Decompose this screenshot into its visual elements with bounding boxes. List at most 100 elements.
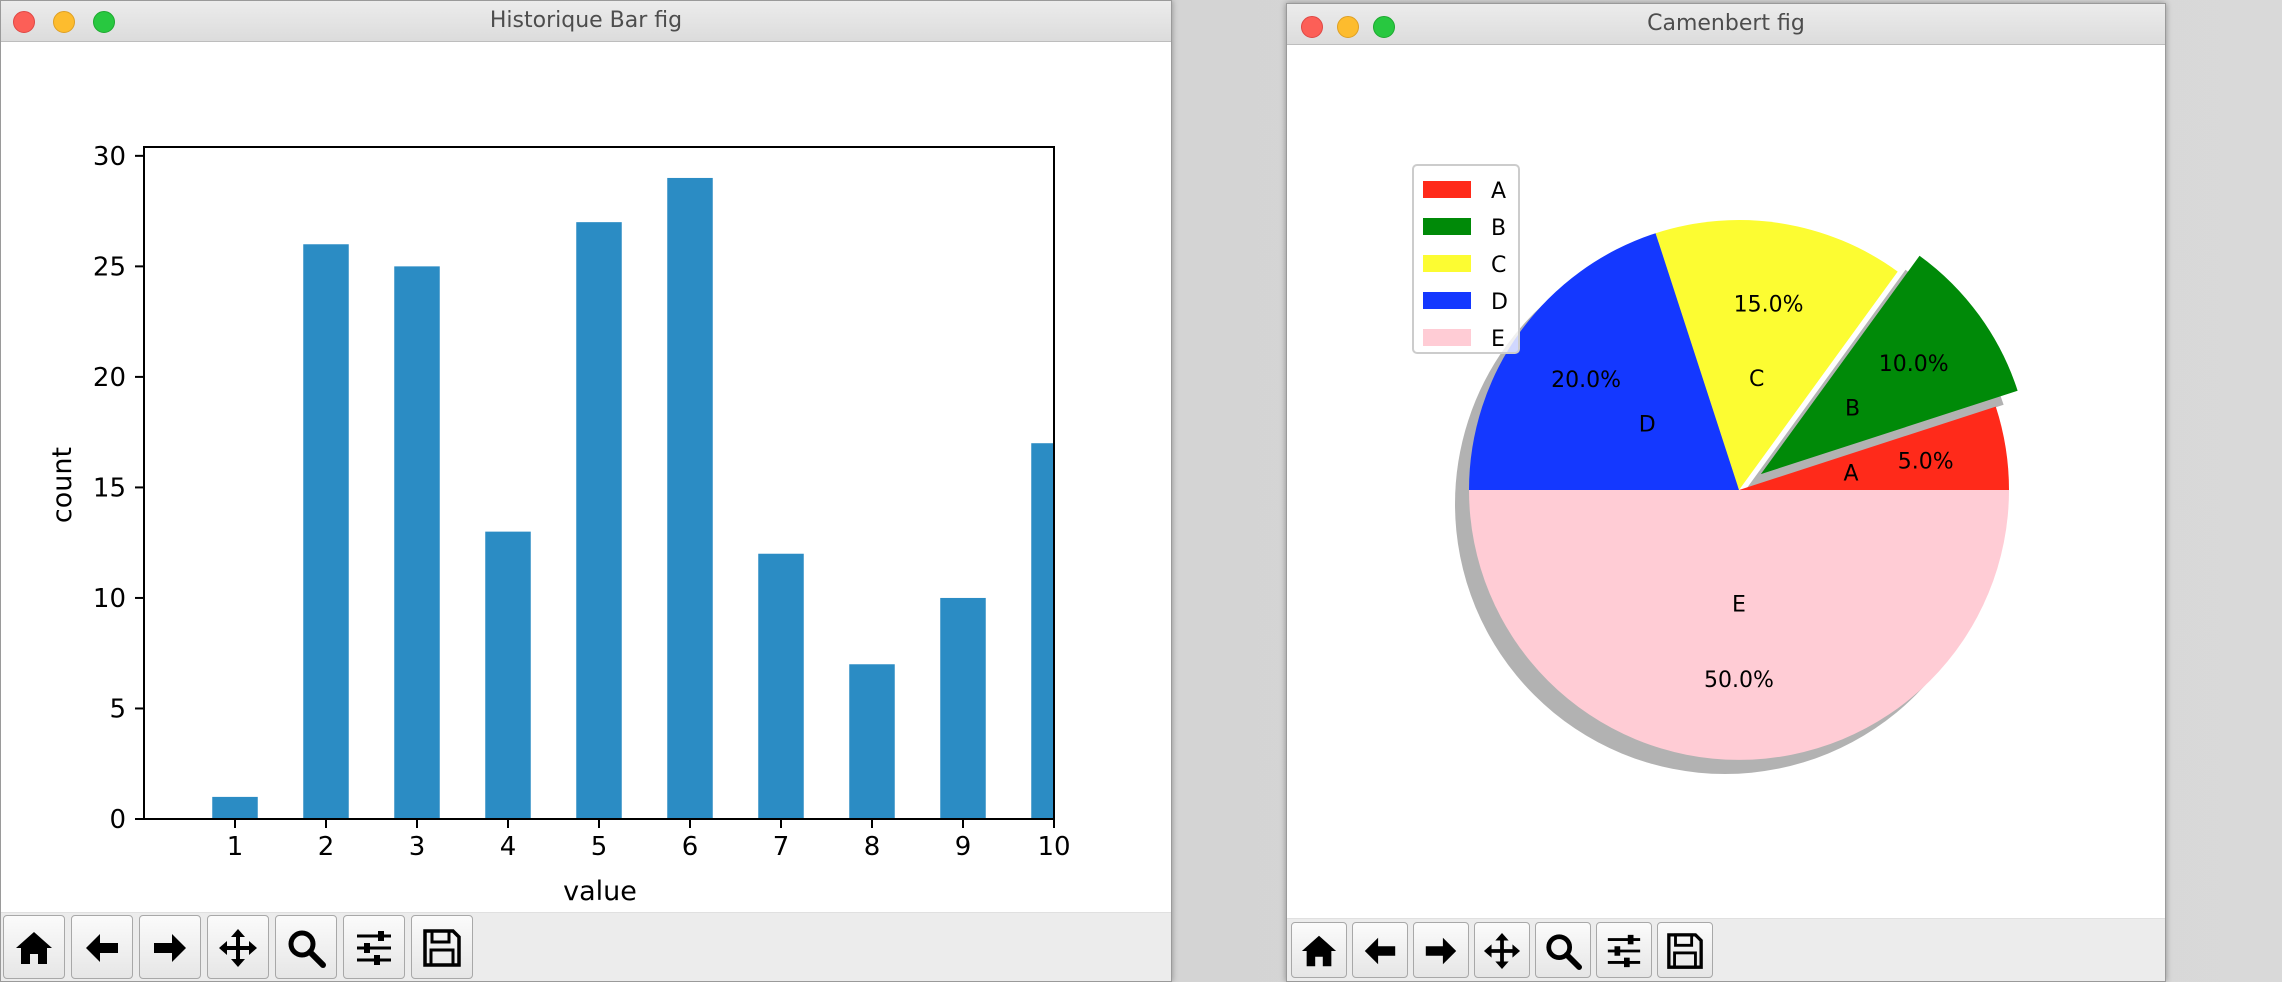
legend-swatch <box>1423 218 1471 235</box>
forward-arrow-icon <box>154 934 186 962</box>
x-tick-label: 7 <box>773 832 790 862</box>
bar-4 <box>485 531 531 819</box>
save-icon <box>1667 933 1703 969</box>
x-tick-label: 4 <box>500 832 517 862</box>
y-tick-label: 10 <box>93 584 126 614</box>
y-axis-label: count <box>47 447 78 523</box>
wedge-label: A <box>1843 461 1858 486</box>
wedge-B <box>1760 255 2018 475</box>
bar-7 <box>758 553 804 819</box>
pie-window[interactable]: Camenbert fig A 5.0% B 10.0% C 15.0% D 20.0% E 50… <box>1286 3 2166 982</box>
legend-label: B <box>1491 216 1506 241</box>
zoom-button[interactable] <box>1535 922 1591 978</box>
back-arrow-icon <box>86 934 118 962</box>
legend-swatch <box>1423 329 1471 346</box>
x-tick-label: 9 <box>955 832 972 862</box>
wedge-label: D <box>1639 412 1656 437</box>
back-arrow-button[interactable] <box>1352 922 1408 978</box>
x-tick-label: 2 <box>318 832 335 862</box>
legend-label: D <box>1491 290 1508 315</box>
wedge-percent-label: 10.0% <box>1879 352 1949 377</box>
home-button[interactable] <box>3 915 65 979</box>
back-arrow-button[interactable] <box>71 915 133 979</box>
move-icon <box>219 929 257 967</box>
window-title: Camenbert fig <box>1647 11 1805 36</box>
y-tick-label: 30 <box>93 142 126 172</box>
bar-3 <box>394 266 440 819</box>
x-tick-label: 1 <box>227 832 244 862</box>
save-button[interactable] <box>411 915 473 979</box>
forward-arrow-icon <box>1425 937 1457 965</box>
bar-5 <box>576 222 622 819</box>
close-button[interactable] <box>13 11 35 33</box>
wedge-label: E <box>1732 592 1746 617</box>
legend-label: C <box>1491 253 1506 278</box>
legend-swatch <box>1423 255 1471 272</box>
window-title: Historique Bar fig <box>489 8 683 33</box>
maximize-button[interactable] <box>1373 16 1395 38</box>
bar-10 <box>1031 443 1054 819</box>
x-tick-label: 3 <box>409 832 426 862</box>
bar-2 <box>303 244 349 819</box>
legend-swatch <box>1423 292 1471 309</box>
bar-toolbar <box>1 912 1171 981</box>
wedge-label: C <box>1749 367 1764 392</box>
back-arrow-icon <box>1364 937 1396 965</box>
maximize-button[interactable] <box>93 11 115 33</box>
x-tick-label: 5 <box>591 832 608 862</box>
pie-window-titlebar[interactable]: Camenbert fig <box>1287 4 2165 45</box>
wedge-percent-label: 5.0% <box>1898 449 1954 474</box>
bar-6 <box>667 177 713 819</box>
save-button[interactable] <box>1657 922 1713 978</box>
legend-label: A <box>1491 179 1506 204</box>
home-button[interactable] <box>1291 922 1347 978</box>
wedge-C <box>1655 219 1898 490</box>
sliders-button[interactable] <box>1596 922 1652 978</box>
wedge-percent-label: 15.0% <box>1734 292 1804 317</box>
bar-window-titlebar[interactable]: Historique Bar fig <box>1 1 1171 42</box>
wedge-percent-label: 50.0% <box>1704 668 1774 693</box>
home-icon <box>1301 935 1337 967</box>
close-button[interactable] <box>1301 16 1323 38</box>
x-tick-label: 10 <box>1037 832 1070 862</box>
wedge-label: B <box>1845 396 1860 421</box>
zoom-button[interactable] <box>275 915 337 979</box>
move-button[interactable] <box>1474 922 1530 978</box>
minimize-button[interactable] <box>53 11 75 33</box>
forward-arrow-button[interactable] <box>139 915 201 979</box>
x-axis-label: value <box>563 876 637 907</box>
bar-9 <box>940 597 986 819</box>
wedge-D <box>1469 233 1739 491</box>
wedge-E <box>1469 490 2009 760</box>
pie-toolbar <box>1287 918 2165 981</box>
move-button[interactable] <box>207 915 269 979</box>
wedge-percent-label: 20.0% <box>1551 368 1621 393</box>
sliders-icon <box>357 931 391 965</box>
bar-8 <box>849 664 895 819</box>
legend-swatch <box>1423 181 1471 198</box>
x-tick-label: 8 <box>864 832 881 862</box>
sliders-button[interactable] <box>343 915 405 979</box>
forward-arrow-button[interactable] <box>1413 922 1469 978</box>
zoom-icon <box>288 930 326 968</box>
wedge-A <box>1739 406 2009 490</box>
zoom-icon <box>1546 934 1582 970</box>
y-tick-label: 20 <box>93 363 126 393</box>
y-tick-label: 25 <box>93 252 126 282</box>
save-icon <box>423 929 461 967</box>
legend-label: E <box>1491 327 1505 352</box>
bar-window[interactable]: Historique Bar fig 0 5 10 15 20 25 30 1 2 3 4 5 6 7 8 9… <box>0 0 1172 982</box>
bar-plot-area: 0 5 10 15 20 25 30 1 2 3 4 5 6 7 8 9 10 value count <box>1 42 1171 915</box>
y-tick-label: 15 <box>93 473 126 503</box>
move-icon <box>1483 932 1521 970</box>
bar-chart: 0 5 10 15 20 25 30 1 2 3 4 5 6 7 8 9 10 value count <box>47 142 1071 907</box>
x-tick-label: 6 <box>682 832 699 862</box>
sliders-icon <box>1607 934 1641 968</box>
y-tick-label: 5 <box>109 694 126 724</box>
minimize-button[interactable] <box>1337 16 1359 38</box>
bar-1 <box>212 796 258 819</box>
y-tick-label: 0 <box>109 805 126 835</box>
